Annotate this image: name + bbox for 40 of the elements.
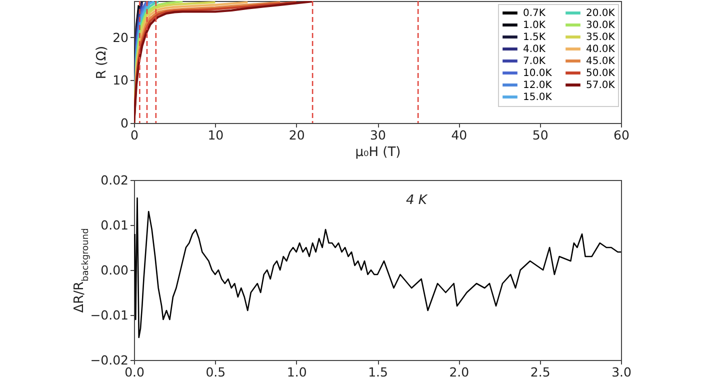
legend-label: 10.0K [523,68,552,79]
legend-label: 35.0K [586,32,616,43]
legend-label: 45.0K [586,56,616,67]
legend-label: 7.0K [523,56,546,67]
x-tick-label: 10 [208,128,224,142]
y-axis-title: R (Ω) [94,46,110,80]
x-tick-label: 0.0 [124,364,144,380]
y-tick-label: 0.02 [100,172,128,188]
legend-label: 4.0K [523,44,546,55]
x-tick-label: 50 [532,128,548,142]
x-axis-title: μ₀H (T) [355,145,401,160]
x-tick-label: 20 [288,128,305,142]
legend-label: 12.0K [523,80,552,91]
x-tick-label: 60 [614,128,630,142]
annotation: 4 K [406,192,428,208]
legend-label: 0.7K [523,8,546,19]
legend-label: 1.0K [523,20,546,31]
y-tick-label: −0.02 [90,352,128,368]
x-tick-label: 1.0 [286,364,307,380]
y-tick-label: 0.00 [100,262,129,278]
x-tick-label: 3.0 [612,364,632,380]
y-tick-label: 0.01 [100,218,128,232]
legend-label: 1.5K [523,32,546,43]
y-tick-label: 20 [112,30,129,45]
y-tick-label: 0 [120,116,129,130]
legend-label: 50.0K [586,68,616,79]
x-tick-label: 30 [370,128,386,142]
legend-label: 30.0K [586,20,616,31]
legend-label: 40.0K [586,44,616,55]
y-tick-label: −0.01 [90,308,128,322]
legend-label: 20.0K [586,8,616,19]
x-tick-label: 0 [130,128,139,142]
x-tick-label: 1.5 [368,364,388,380]
x-tick-label: 0.5 [206,364,226,380]
x-tick-label: 2.0 [449,364,470,380]
x-tick-label: 40 [451,128,468,142]
y-tick-label: 10 [112,72,129,88]
x-tick-label: 2.5 [530,364,550,380]
legend-label: 57.0K [586,80,616,91]
legend-label: 15.0K [523,92,552,103]
